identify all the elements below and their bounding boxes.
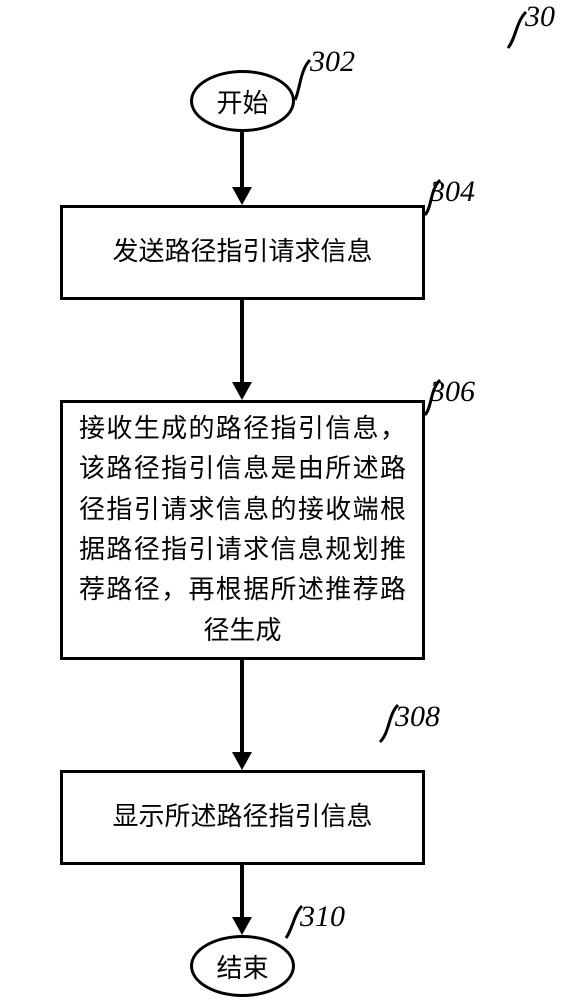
- start-node-text: 开始: [216, 83, 268, 120]
- flowchart-canvas: 30 开始 302 发送路径指引请求信息 304 接收生成的路径指引信息，该路径…: [0, 0, 585, 1000]
- step3-label: 308: [395, 700, 440, 734]
- end-label: 310: [300, 900, 345, 934]
- arrow: [240, 660, 244, 752]
- end-node: 结束: [190, 935, 295, 997]
- arrow-head-icon: [232, 382, 252, 400]
- arrow: [240, 132, 244, 187]
- step2-label: 306: [430, 375, 475, 409]
- step1-label: 304: [430, 175, 475, 209]
- arrow: [240, 865, 244, 917]
- step3-text: 显示所述路径指引信息: [112, 797, 372, 837]
- arrow-head-icon: [232, 187, 252, 205]
- arrow-head-icon: [232, 752, 252, 770]
- step2-node: 接收生成的路径指引信息，该路径指引信息是由所述路径指引请求信息的接收端根据路径指…: [60, 400, 425, 660]
- diagram-label: 30: [525, 0, 555, 34]
- arrow: [240, 300, 244, 382]
- step1-text: 发送路径指引请求信息: [112, 232, 372, 272]
- arrow-head-icon: [232, 917, 252, 935]
- end-node-text: 结束: [216, 948, 268, 985]
- start-label: 302: [310, 45, 355, 79]
- start-node: 开始: [190, 70, 295, 132]
- step2-text: 接收生成的路径指引信息，该路径指引信息是由所述路径指引请求信息的接收端根据路径指…: [79, 409, 406, 651]
- step1-node: 发送路径指引请求信息: [60, 205, 425, 300]
- step3-node: 显示所述路径指引信息: [60, 770, 425, 865]
